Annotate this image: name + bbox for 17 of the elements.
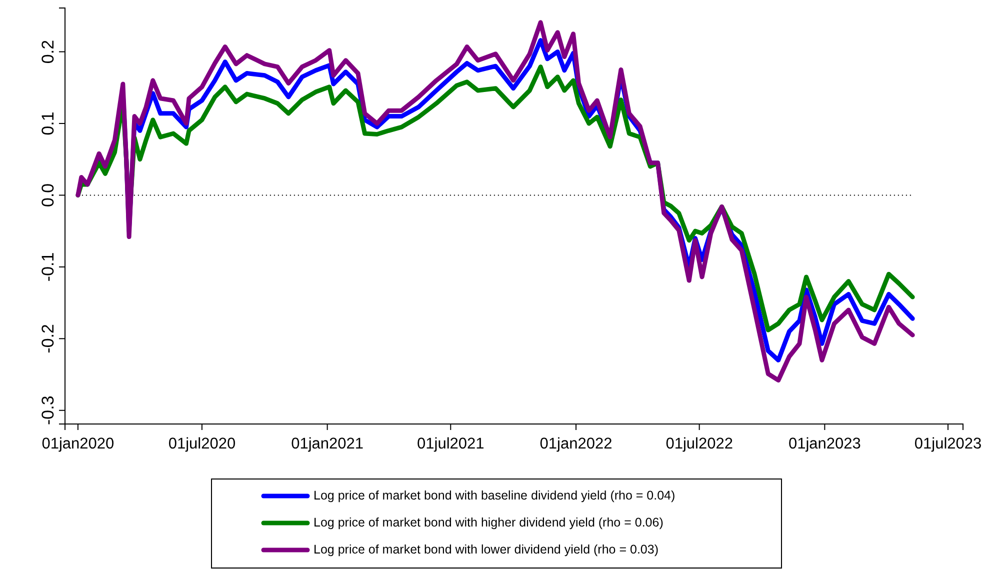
x-tick-label: 01jul2020	[168, 436, 236, 452]
y-tick-label: -0.2	[38, 324, 58, 354]
y-tick-label: 0.0	[38, 183, 58, 208]
x-tick-label: 01jan2021	[291, 436, 364, 452]
y-tick-label: -0.3	[38, 396, 58, 426]
y-tick-label: 0.1	[38, 112, 58, 136]
x-tick-label: 01jul2023	[914, 436, 982, 452]
y-tick-label: -0.1	[38, 252, 58, 282]
y-tick-label: 0.2	[38, 40, 58, 64]
legend-label: Log price of market bond with baseline dividend yield (rho = 0.04)	[314, 488, 676, 502]
x-tick-label: 01jan2020	[42, 436, 115, 452]
legend-label: Log price of market bond with higher dividend yield (rho = 0.06)	[314, 515, 664, 530]
x-tick-label: 01jan2022	[540, 436, 612, 452]
x-tick-label: 01jul2021	[417, 436, 484, 452]
legend-label: Log price of market bond with lower dividend yield (rho = 0.03)	[314, 542, 658, 556]
x-tick-label: 01jul2022	[666, 436, 733, 452]
x-tick-label: 01jan2023	[788, 436, 861, 452]
